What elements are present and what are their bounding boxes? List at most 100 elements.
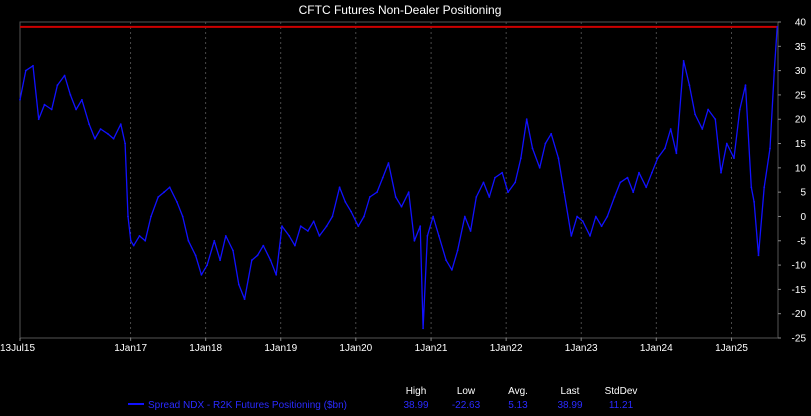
stat-value: 38.99	[557, 400, 582, 411]
series-point	[232, 249, 234, 252]
x-tick-label: 1Jan23	[565, 343, 598, 354]
series-point	[187, 239, 190, 242]
series-point	[733, 157, 735, 160]
series-point	[144, 239, 147, 242]
series-point	[413, 239, 416, 242]
y-tick-label: -20	[792, 309, 807, 320]
series-point	[688, 84, 691, 87]
y-tick-label: -15	[792, 285, 807, 296]
series-point	[753, 201, 755, 203]
series-point	[213, 239, 216, 242]
series-point	[594, 215, 597, 218]
series-point	[426, 235, 429, 237]
series-point	[331, 215, 334, 218]
y-tick-label: 35	[795, 42, 807, 53]
series-point	[176, 201, 178, 203]
series-point	[656, 157, 659, 160]
y-tick-label: 25	[795, 90, 807, 101]
series-point	[750, 186, 753, 189]
series-point	[94, 137, 96, 140]
series-point	[206, 264, 209, 266]
series-point	[694, 113, 696, 116]
series-point	[124, 142, 126, 145]
series-point	[701, 128, 704, 130]
series-point	[438, 235, 440, 237]
series-point	[600, 225, 603, 228]
series-point	[24, 69, 27, 72]
series-point	[224, 235, 227, 237]
series-point	[275, 273, 278, 276]
series-points	[19, 26, 779, 330]
series-point	[99, 128, 102, 130]
series-point	[19, 98, 21, 101]
series-point	[456, 249, 459, 252]
y-tick-label: 30	[795, 66, 807, 77]
series-point	[525, 118, 528, 121]
y-tick-label: 15	[795, 139, 807, 150]
series-point	[363, 215, 365, 218]
series-point	[88, 123, 90, 125]
series-point	[387, 162, 390, 164]
series-point	[407, 191, 410, 194]
series-point	[632, 191, 635, 194]
stat-value: 38.99	[403, 400, 428, 411]
series-point	[714, 118, 717, 121]
series-point	[469, 230, 472, 232]
x-axis-ticks: 13Jul15 1Jan17 1Jan18 1Jan19 1Jan20 1Jan21 1Ja…	[0, 338, 748, 354]
series-point	[307, 230, 309, 232]
series-point	[675, 152, 678, 155]
series-point	[129, 239, 132, 242]
series-point	[757, 254, 760, 257]
series-point	[132, 244, 135, 247]
series-point	[157, 196, 160, 198]
series-point	[112, 137, 115, 140]
series-point	[81, 98, 83, 101]
series-point	[368, 196, 371, 198]
series-point	[451, 269, 453, 271]
series-point	[262, 244, 265, 247]
series-point	[357, 225, 360, 228]
y-tick-label: -5	[797, 236, 806, 247]
series-point	[645, 186, 648, 189]
series-point	[589, 235, 591, 237]
series-point	[651, 171, 653, 174]
plot-frame	[19, 21, 779, 339]
series-point	[168, 186, 171, 189]
stat-value: 5.13	[508, 400, 528, 411]
y-tick-label: 40	[795, 18, 807, 29]
x-tick-label: 13Jul15	[0, 343, 35, 354]
series-point	[138, 235, 141, 237]
y-tick-label: 10	[795, 163, 807, 174]
series-point	[43, 103, 46, 106]
series-point	[773, 69, 776, 72]
x-tick-label: 1Jan21	[415, 343, 448, 354]
series-point	[720, 171, 722, 174]
series-point	[494, 176, 496, 179]
stat-header: High	[406, 386, 427, 397]
series-point	[725, 142, 728, 145]
series-point	[32, 64, 34, 67]
series-point	[250, 259, 253, 262]
series-point	[445, 259, 447, 262]
series-point	[312, 220, 315, 223]
series-point	[243, 298, 246, 300]
series-point	[294, 244, 296, 247]
series-point	[69, 94, 72, 96]
series-point	[344, 201, 347, 203]
stat-value: -22.63	[452, 400, 481, 411]
series-point	[219, 259, 222, 262]
series-point	[463, 215, 466, 218]
series-point	[475, 196, 478, 198]
series-point	[394, 196, 397, 198]
series-point	[576, 215, 578, 218]
series-point	[419, 225, 422, 228]
series-point	[281, 225, 283, 228]
series-point	[619, 181, 622, 184]
stat-header: Low	[457, 386, 476, 397]
series-point	[550, 132, 553, 135]
x-tick-label: 1Jan17	[114, 343, 147, 354]
series-point	[531, 147, 534, 150]
stat-header: Avg.	[508, 386, 528, 397]
